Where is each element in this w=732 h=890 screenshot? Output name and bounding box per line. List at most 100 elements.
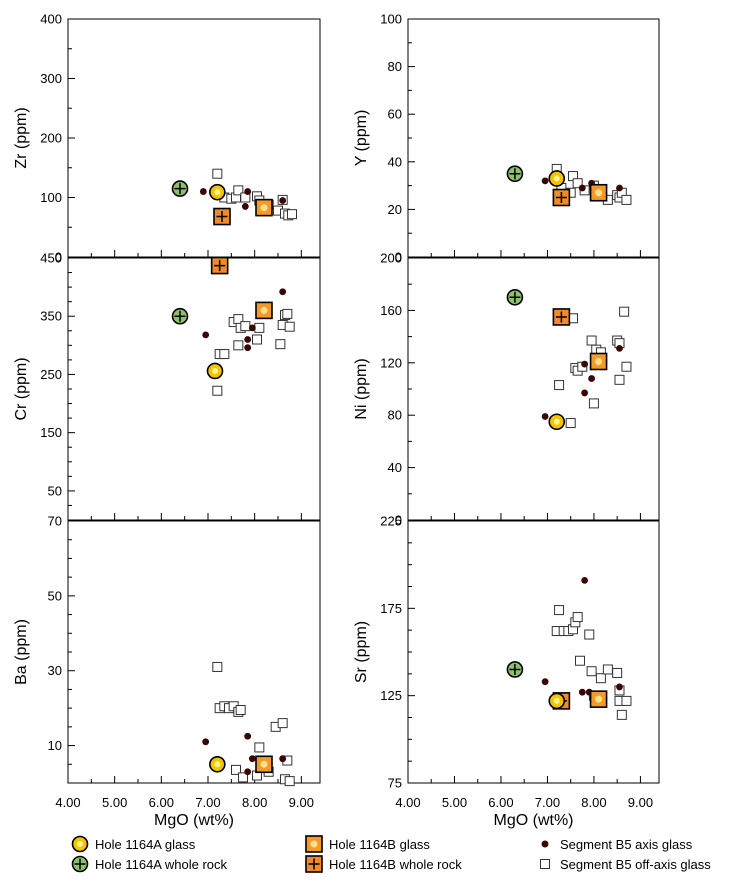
point-off-axis-glass [238, 772, 248, 783]
legend-label-segment-axis: Segment B5 axis glass [560, 837, 693, 852]
point-off-axis-glass [565, 418, 576, 429]
point-center [214, 189, 221, 196]
y-tick-label: 70 [48, 514, 62, 529]
y-tick-label: 400 [40, 12, 62, 27]
point-axis-glass [581, 389, 589, 397]
legend-item-segment-off-axis: Segment B5 off-axis glass [540, 857, 711, 872]
y-tick-label: 80 [388, 408, 402, 423]
point-axis-glass [541, 177, 549, 185]
point-off-axis-glass [277, 718, 288, 729]
point-off-axis-glass [212, 385, 223, 396]
point-off-axis-glass [619, 306, 630, 317]
legend-marker-segment-off-axis [540, 859, 550, 869]
y-tick-label: 0 [55, 250, 62, 265]
y-tick-label: 350 [40, 309, 62, 324]
point-center [260, 204, 268, 212]
point-axis-glass [616, 683, 623, 691]
plot-frame [407, 18, 660, 258]
y-tick-label: 20 [388, 202, 402, 217]
point-off-axis-glass [572, 612, 583, 623]
plus-icon [509, 168, 521, 180]
y-tick-label: 225 [380, 514, 402, 529]
point-center [260, 306, 268, 314]
point-off-axis-glass [275, 339, 286, 350]
x-tick-label: 4.00 [55, 795, 80, 810]
x-tick-label: 5.00 [442, 795, 467, 810]
plot-frame [67, 520, 321, 784]
point-axis-glass [244, 768, 252, 776]
plus-icon [509, 663, 521, 675]
y-tick-label: 200 [380, 251, 402, 266]
point-axis-glass [248, 324, 256, 332]
point-off-axis-glass [252, 334, 262, 345]
point-off-axis-glass [574, 655, 585, 666]
y-tick-label: 175 [380, 601, 402, 616]
x-tick-label: 6.00 [488, 795, 513, 810]
point-axis-glass [248, 755, 256, 763]
y-axis-title: Y (ppm) [353, 110, 370, 167]
point-off-axis-glass [212, 661, 223, 672]
panel-ba: 4.00 5.00 6.00 7.00 8.00 9.00 MgO (wt%) 10 30 50 7… [13, 514, 321, 829]
point-off-axis-glass [284, 321, 295, 332]
y-tick-label: 50 [48, 588, 62, 603]
y-tick-label: 40 [388, 154, 402, 169]
point-axis-glass [241, 203, 249, 210]
point-center [595, 695, 603, 703]
point-center [260, 760, 268, 768]
point-axis-glass [578, 688, 586, 696]
y-tick-label: 75 [388, 776, 402, 791]
point-axis-glass [588, 375, 596, 382]
y-tick-label: 0 [395, 513, 402, 528]
point-off-axis-glass [554, 605, 565, 616]
y-tick-label: 0 [395, 250, 402, 265]
y-tick-label: 125 [380, 688, 402, 703]
y-tick-label: 150 [40, 425, 62, 440]
point-axis-glass [578, 184, 586, 192]
point-center [553, 175, 560, 182]
plus-icon [74, 858, 86, 870]
y-tick-label: 450 [40, 251, 62, 266]
legend-label-hole-1164b-rock: Hole 1164B whole rock [329, 857, 462, 872]
point-center [212, 367, 218, 374]
point-axis-glass [279, 288, 287, 296]
point-axis-glass [581, 576, 589, 584]
y-tick-label: 80 [388, 59, 402, 74]
point-axis-glass [199, 188, 207, 195]
legend-item-hole-1164a-glass: Hole 1164A glass [71, 835, 196, 853]
point-off-axis-glass [572, 178, 583, 189]
point-off-axis-glass [231, 764, 241, 775]
point-off-axis-glass [233, 185, 244, 196]
point-off-axis-glass [586, 666, 597, 677]
panel-y: 0 20 40 60 80 100 Y (ppm) [353, 12, 660, 265]
legend-item-hole-1164b-rock: Hole 1164B whole rock [305, 855, 462, 873]
point-off-axis-glass [254, 742, 265, 753]
plus-icon [174, 310, 186, 322]
plus-icon [555, 192, 567, 203]
legend-label-hole-1164a-rock: Hole 1164A whole rock [95, 857, 228, 872]
plus-icon [555, 311, 567, 323]
point-axis-glass [616, 344, 623, 352]
point-off-axis-glass [616, 709, 627, 720]
point-off-axis-glass [284, 776, 295, 787]
y-tick-label: 30 [48, 663, 62, 678]
point-off-axis-glass [240, 321, 251, 332]
x-axis-title: MgO (wt%) [494, 812, 574, 829]
legend-label-segment-off-axis: Segment B5 off-axis glass [560, 857, 711, 872]
y-axis-title: Zr (ppm) [13, 107, 30, 168]
x-tick-label: 6.00 [149, 795, 174, 810]
x-axis-title: MgO (wt%) [154, 812, 234, 829]
y-tick-label: 100 [40, 190, 62, 205]
x-tick-label: 5.00 [102, 795, 127, 810]
point-axis-glass [202, 331, 210, 339]
plus-icon [509, 291, 521, 303]
y-tick-label: 100 [380, 12, 402, 27]
panel-zr: 0 100 200 300 400 Zr (ppm) [13, 12, 321, 265]
legend-label-hole-1164b-glass: Hole 1164B glass [329, 837, 430, 852]
point-axis-glass [244, 732, 252, 740]
point-off-axis-glass [282, 308, 293, 319]
x-tick-label: 9.00 [289, 795, 314, 810]
point-axis-glass [279, 755, 287, 763]
plot-frame [407, 257, 660, 521]
x-tick-label: 7.00 [195, 795, 220, 810]
